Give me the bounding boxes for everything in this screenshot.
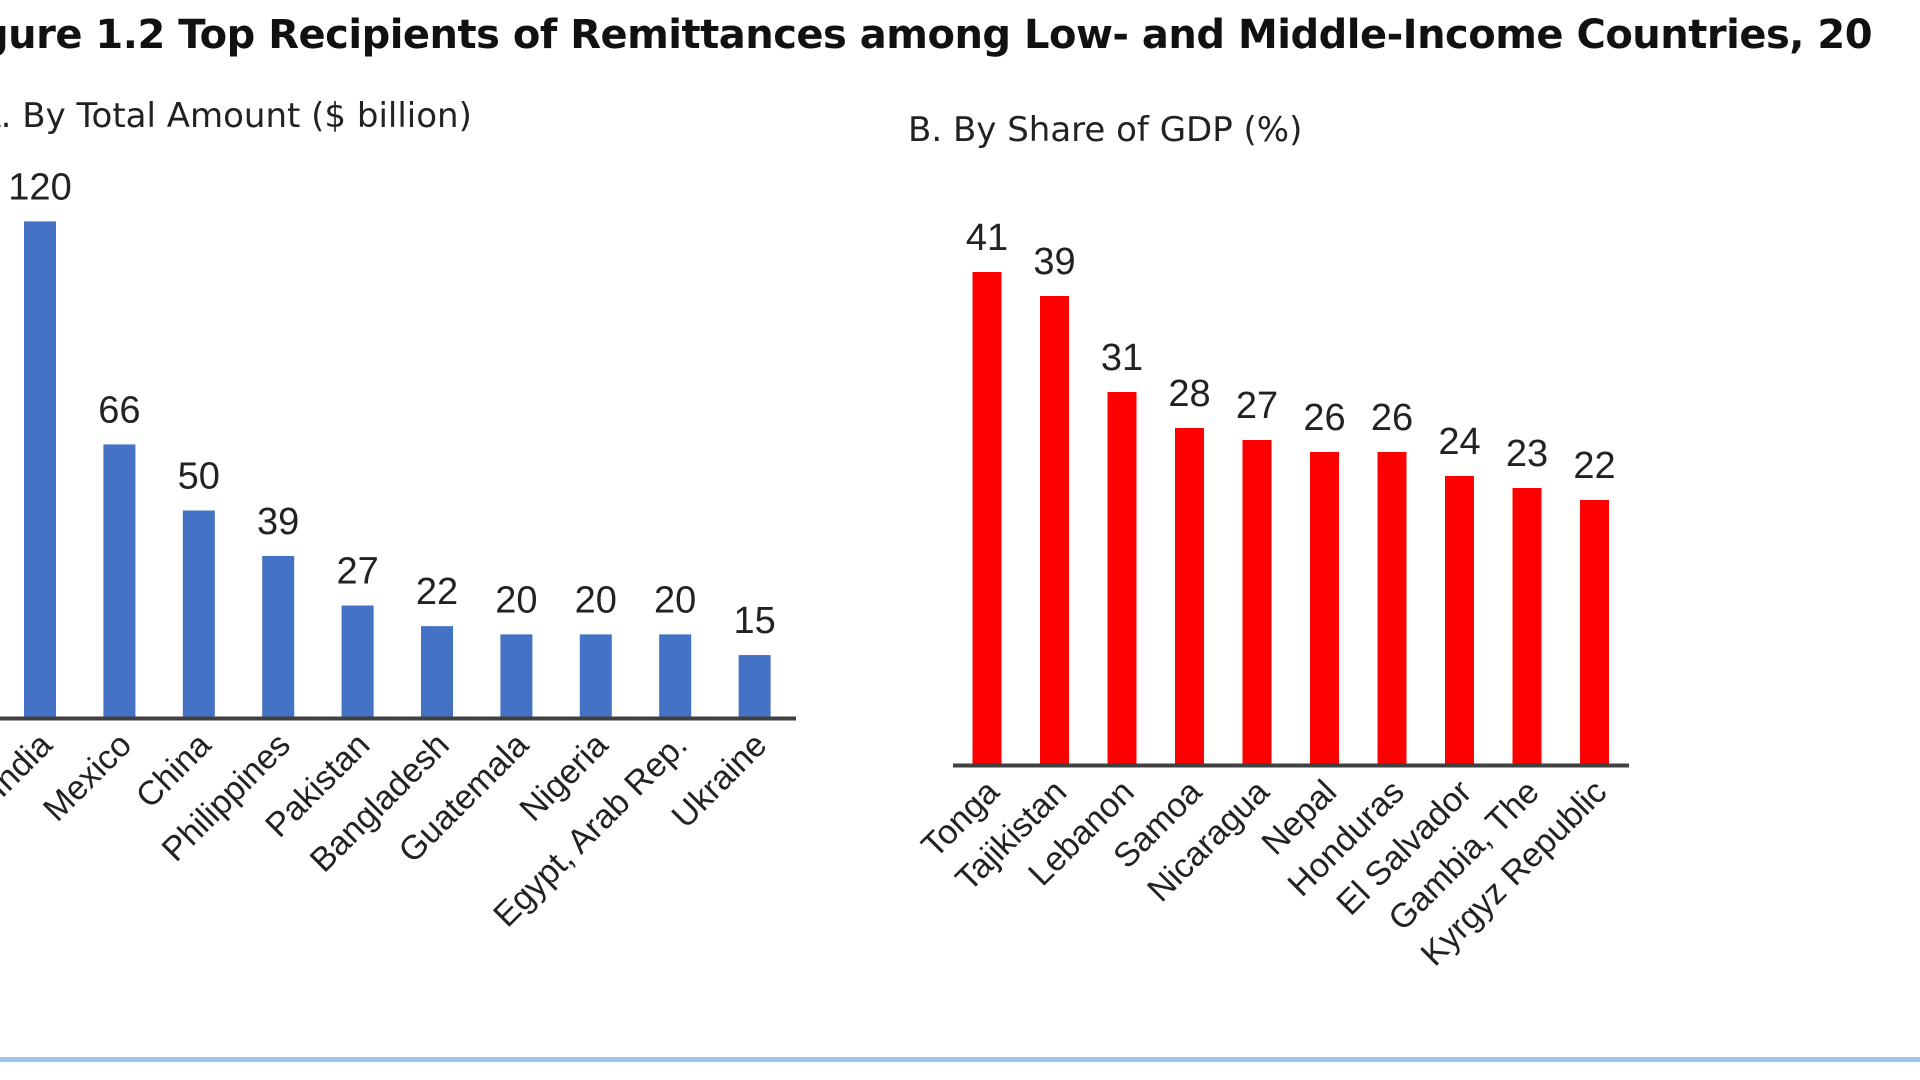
data-label-b-7: 24	[1438, 421, 1480, 463]
data-label-a-1: 66	[98, 389, 140, 431]
data-label-a-9: 15	[733, 600, 775, 642]
bar-b-5	[1310, 452, 1339, 764]
category-label-a-1: Mexico	[36, 726, 139, 829]
data-label-a-8: 20	[654, 579, 696, 621]
bar-a-6	[500, 634, 533, 717]
bar-b-0	[972, 272, 1002, 764]
data-label-a-4: 27	[336, 550, 378, 592]
bar-b-2	[1107, 392, 1137, 764]
data-label-b-3: 28	[1168, 373, 1210, 415]
bar-a-0	[24, 221, 56, 717]
bar-b-1	[1040, 296, 1069, 764]
bar-b-9	[1580, 500, 1609, 764]
data-label-b-4: 27	[1236, 385, 1278, 427]
bar-b-8	[1512, 488, 1542, 764]
data-label-b-2: 31	[1101, 337, 1143, 379]
bar-a-8	[659, 634, 692, 717]
data-label-b-5: 26	[1303, 397, 1345, 439]
figure-title: Figure 1.2 Top Recipients of Remittances…	[0, 12, 1873, 58]
bar-a-7	[579, 634, 612, 717]
bar-b-3	[1175, 428, 1204, 764]
data-label-b-9: 22	[1573, 445, 1615, 487]
data-label-b-0: 41	[966, 217, 1008, 259]
data-label-b-8: 23	[1506, 433, 1548, 475]
bar-a-1	[103, 444, 136, 717]
data-label-a-2: 50	[178, 456, 220, 498]
bar-a-4	[341, 605, 374, 717]
data-label-a-0: 120	[8, 166, 71, 208]
panel-a-title: A. By Total Amount ($ billion)	[0, 96, 472, 136]
data-label-a-7: 20	[575, 579, 617, 621]
bottom-rule	[0, 1057, 1920, 1062]
data-label-b-6: 26	[1371, 397, 1413, 439]
data-label-a-5: 22	[416, 571, 458, 613]
data-label-a-3: 39	[257, 501, 299, 543]
bar-b-4	[1242, 440, 1272, 764]
bar-a-5	[421, 626, 453, 717]
bar-a-9	[738, 655, 771, 717]
panel-b-title: B. By Share of GDP (%)	[908, 110, 1303, 150]
bar-a-3	[262, 555, 295, 717]
bar-b-6	[1377, 452, 1407, 764]
data-label-b-1: 39	[1033, 241, 1075, 283]
data-label-a-6: 20	[495, 579, 537, 621]
bar-a-2	[182, 510, 215, 717]
bar-b-7	[1445, 476, 1474, 764]
